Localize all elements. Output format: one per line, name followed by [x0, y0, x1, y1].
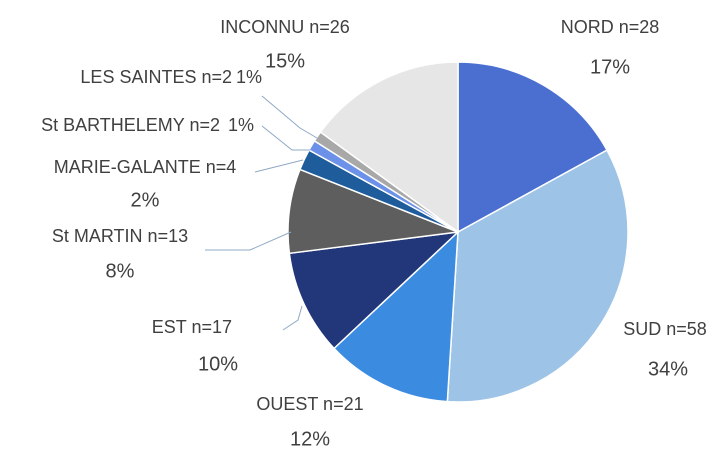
slice-percent: 10% — [198, 353, 238, 375]
slice-percent: 1% — [228, 115, 254, 135]
leader-line — [282, 305, 303, 331]
slice-label: OUEST n=21 — [256, 394, 363, 414]
slice-percent: 17% — [590, 56, 630, 78]
pie-slice — [319, 61, 459, 234]
leader-line — [261, 95, 318, 139]
slice-label: St MARTIN n=13 — [52, 226, 188, 246]
slice-percent: 8% — [106, 260, 135, 282]
pie-slice — [333, 230, 459, 403]
slice-label: EST n=17 — [152, 317, 232, 337]
slice-percent: 15% — [265, 50, 305, 72]
slice-label: NORD n=28 — [561, 17, 660, 37]
leader-line — [205, 231, 292, 251]
pie — [287, 61, 629, 403]
pie-slice — [446, 149, 629, 403]
pie-slice — [457, 61, 608, 234]
leader-line — [261, 125, 310, 151]
slice-percent: 12% — [290, 428, 330, 450]
slice-label: INCONNU n=26 — [220, 17, 350, 37]
slice-label: LES SAINTES n=2 — [80, 67, 232, 87]
leader-lines — [205, 95, 318, 331]
pie-slice — [288, 230, 461, 350]
slice-percent: 2% — [131, 189, 160, 211]
slice-label: MARIE-GALANTE n=4 — [54, 157, 237, 177]
slice-label: SUD n=58 — [623, 319, 707, 339]
slice-percent: 34% — [648, 358, 688, 380]
slice-percent: 1% — [236, 67, 262, 87]
leader-line — [254, 159, 304, 173]
slice-label: St BARTHELEMY n=2 — [41, 115, 220, 135]
